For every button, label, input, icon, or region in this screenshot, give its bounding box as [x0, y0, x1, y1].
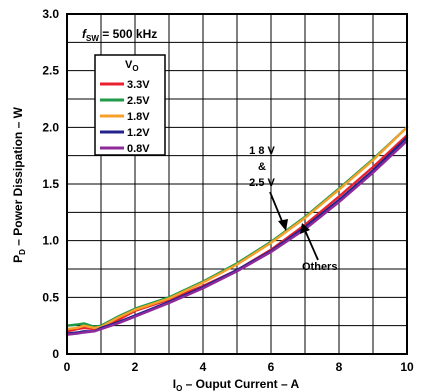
legend-label: 2.5V	[127, 95, 150, 107]
y-axis-label: PD – Power Dissipation – W	[11, 106, 27, 263]
grid	[67, 14, 407, 354]
fsw-annotation: fSW = 500 kHz	[82, 27, 157, 43]
y-tick-label: 1.5	[42, 177, 59, 191]
x-tick-label: 8	[336, 360, 343, 374]
legend-label: 3.3V	[127, 79, 150, 91]
x-tick-label: 6	[268, 360, 275, 374]
y-tick-label: 0.5	[42, 290, 59, 304]
y-tick-label: 1.0	[42, 234, 59, 248]
legend-box	[94, 54, 166, 156]
x-axis-label: IO – Ouput Current – A	[173, 377, 300, 392]
y-tick-label: 3.0	[42, 7, 59, 21]
legend-label: 1.2V	[127, 127, 150, 139]
annotation-line-1: 1 8 V	[249, 145, 275, 157]
annotation-arrowhead-2	[300, 223, 310, 234]
legend-title: VO	[125, 59, 139, 73]
axis-ticks: 0 2 4 6 8 10 0 0.5 1.0 1.5 2.0 2.5 3.0	[42, 7, 414, 374]
series-lines	[65, 126, 409, 336]
series-line-0p8v	[65, 139, 409, 336]
annotation-others-label: Others	[302, 261, 337, 273]
annotation-line-2: &	[258, 161, 266, 173]
series-line-1p8v	[65, 126, 409, 331]
x-tick-label: 0	[64, 360, 71, 374]
plot-frame	[66, 13, 408, 355]
legend: VO 3.3V 2.5V 1.8V 1.2V 0.8V	[94, 54, 166, 156]
y-tick-label: 2.5	[42, 64, 59, 78]
x-tick-label: 10	[400, 360, 414, 374]
x-tick-label: 2	[132, 360, 139, 374]
annotation-arrowhead-1	[278, 219, 288, 231]
x-tick-label: 4	[200, 360, 207, 374]
legend-label: 1.8V	[127, 111, 150, 123]
legend-label: 0.8V	[127, 143, 150, 155]
annotation-1p8-2p5: 1 8 V & 2.5 V	[249, 145, 288, 231]
annotation-arrow-2	[303, 227, 319, 261]
annotation-line-3: 2.5 V	[249, 177, 275, 189]
y-tick-label: 2.0	[42, 120, 59, 134]
y-tick-label: 0	[52, 347, 59, 361]
annotation-others: Others	[300, 223, 337, 273]
